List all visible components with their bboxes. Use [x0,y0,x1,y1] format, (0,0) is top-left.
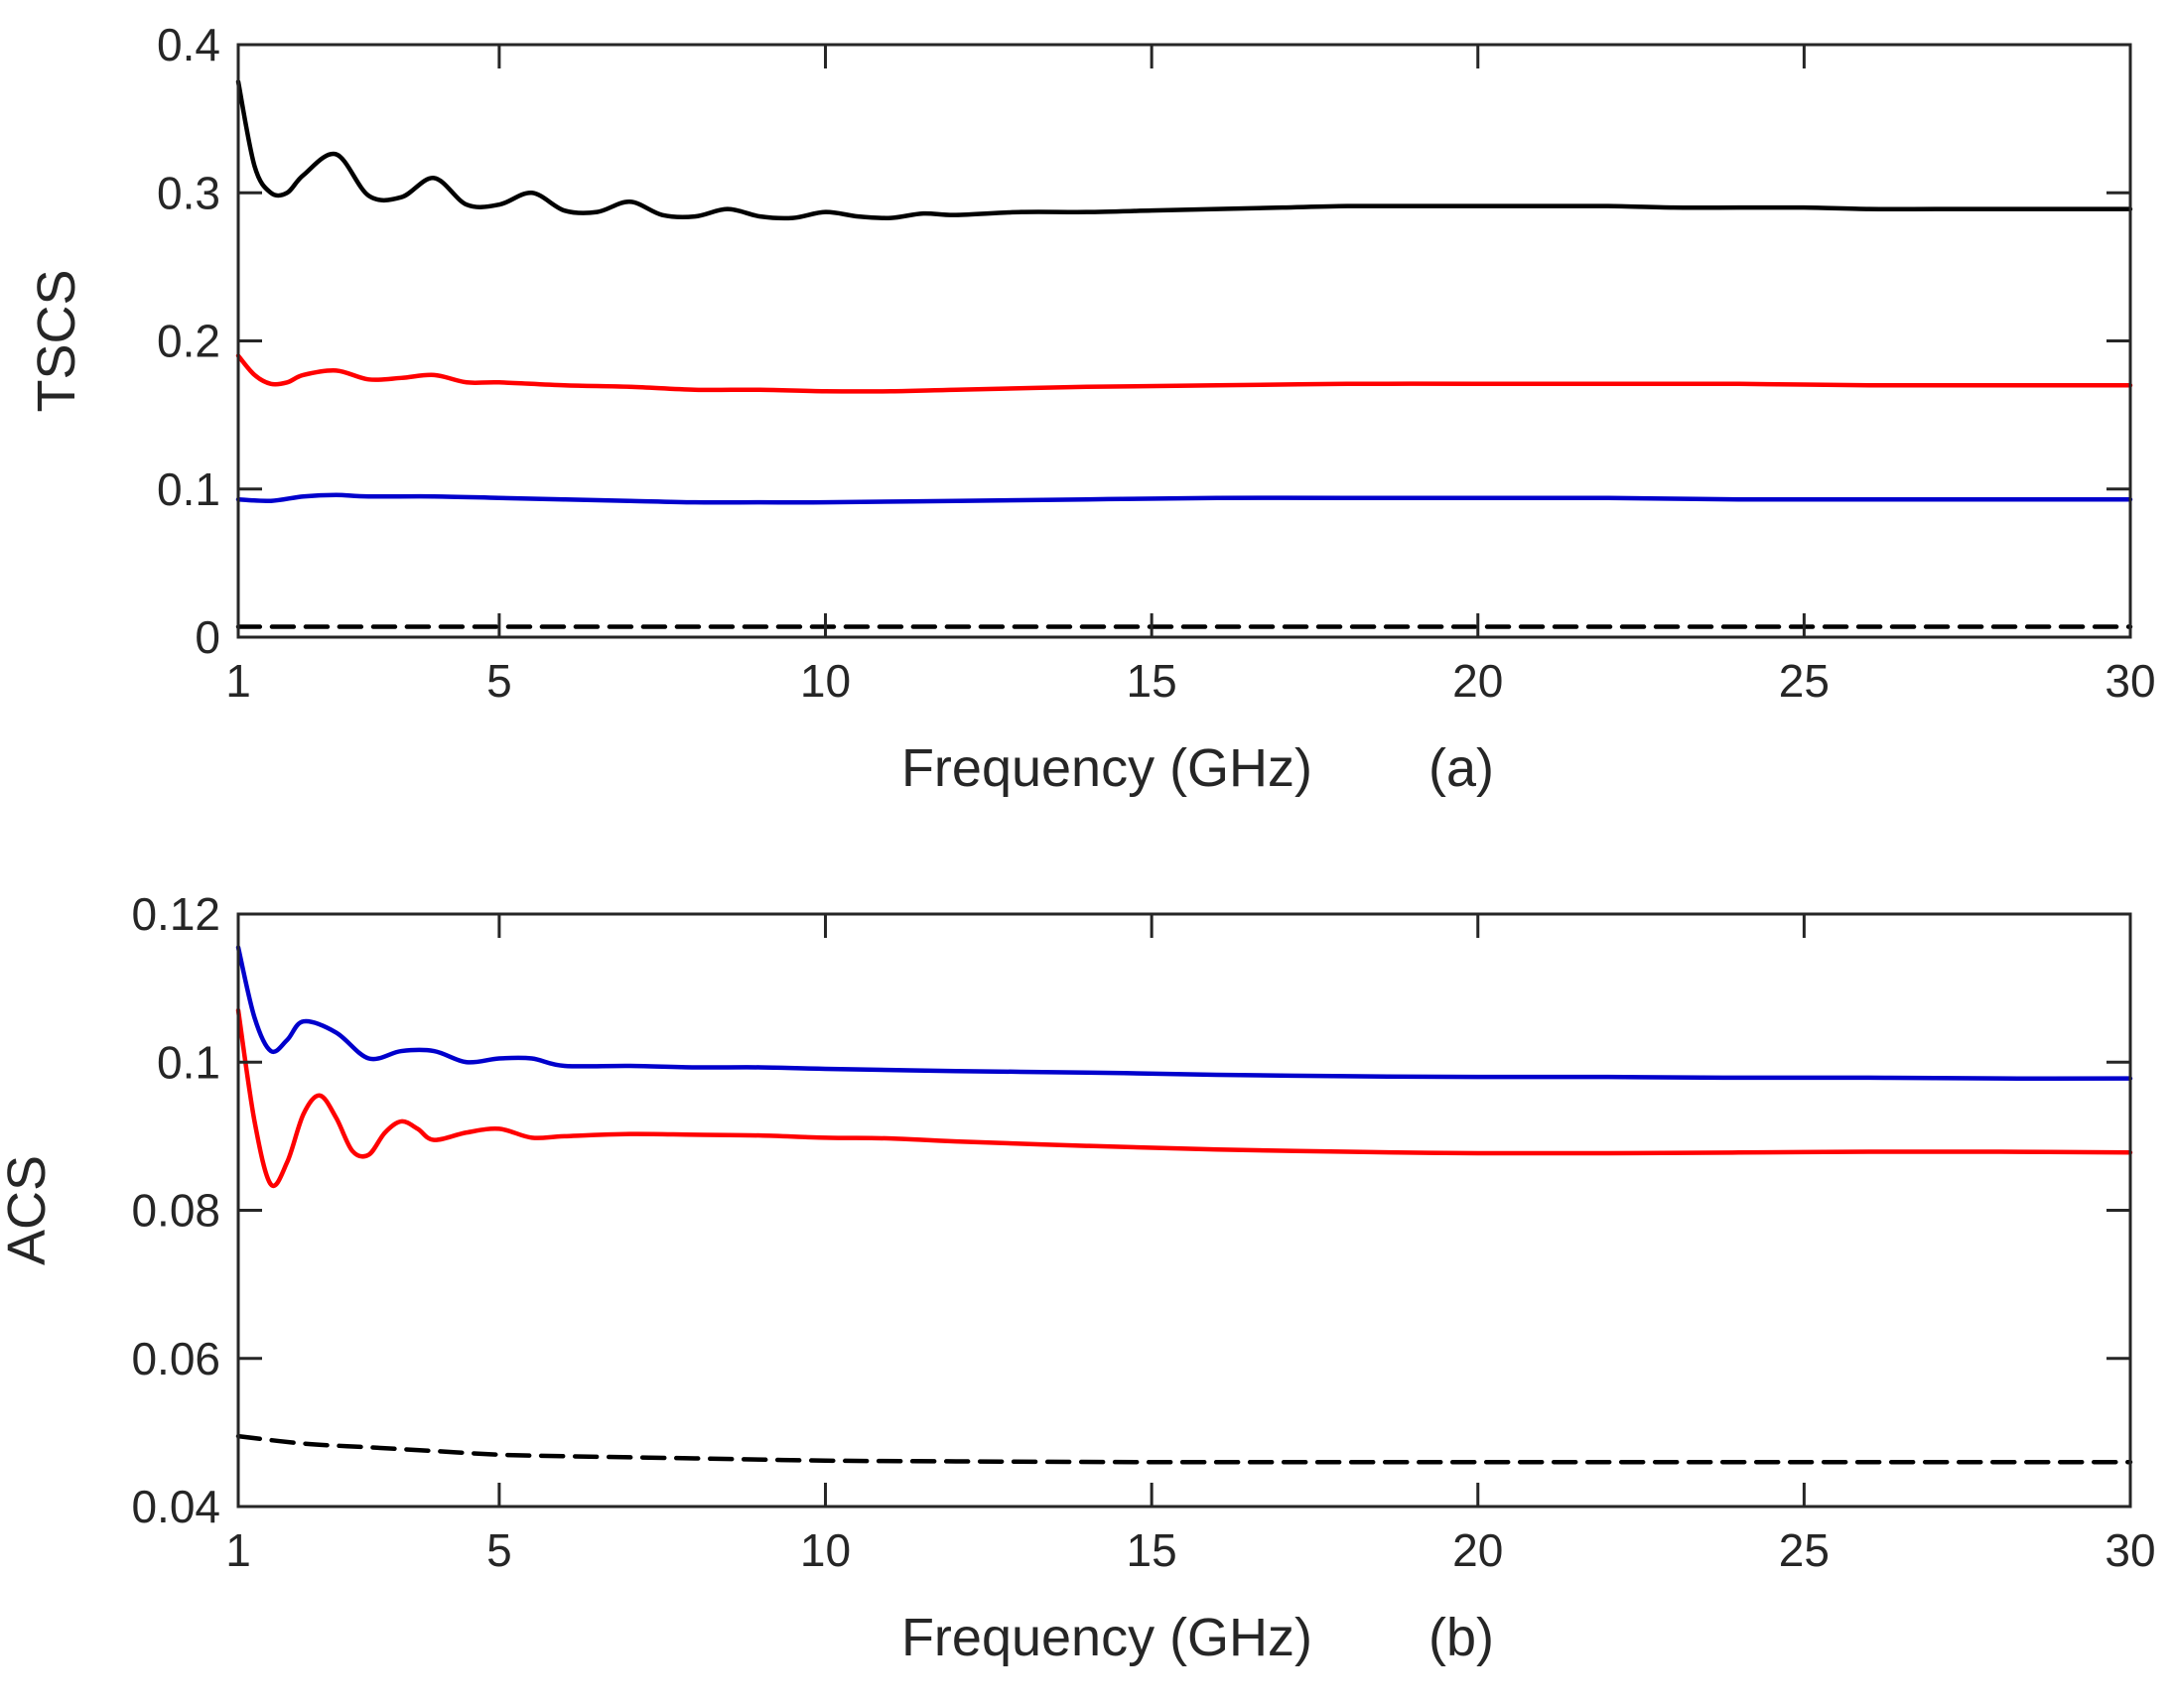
panel-b-tag: (b) [1428,1608,1494,1667]
panel-a: 1 5 10 15 20 25 30 0 0.1 0.2 0.3 0.4 Fre… [27,19,2156,798]
x-tick-label: 5 [486,1524,512,1576]
panel-a-series [235,79,2133,629]
x-tick-label: 20 [1452,655,1503,707]
x-tick-label: 30 [2105,1524,2155,1576]
panel-a-tag: (a) [1428,738,1494,798]
y-tick-label: 0 [195,611,220,663]
y-tick-label: 0.3 [157,167,220,218]
series-line-blue [235,945,2133,1081]
panel-b-y-axis-label: ACS [0,1155,57,1265]
y-tick-label: 0.04 [131,1481,220,1532]
y-tick-label: 0.1 [157,463,220,515]
panel-b-x-axis-label: Frequency (GHz) [901,1608,1312,1667]
series-line-black-dashed [235,1433,2133,1465]
panel-b: 1 5 10 15 20 25 30 0.04 0.06 0.08 0.1 0.… [0,888,2156,1667]
x-tick-label: 10 [800,655,851,707]
panel-a-x-axis-label: Frequency (GHz) [901,738,1312,798]
x-tick-label: 1 [225,655,251,707]
panel-b-series [235,945,2133,1465]
y-tick-label: 0.1 [157,1036,220,1088]
y-tick-label: 0.12 [131,888,220,940]
series-line-blue [235,492,2133,505]
panel-b-x-tick-labels: 1 5 10 15 20 25 30 [225,1524,2155,1576]
panel-a-x-tick-labels: 1 5 10 15 20 25 30 [225,655,2155,707]
y-tick-label: 0.2 [157,316,220,367]
x-tick-label: 1 [225,1524,251,1576]
x-tick-label: 25 [1779,655,1830,707]
x-tick-label: 10 [800,1524,851,1576]
x-tick-label: 15 [1127,1524,1177,1576]
y-tick-label: 0.08 [131,1185,220,1237]
panel-a-y-axis-label: TSCS [27,269,86,412]
x-tick-label: 25 [1779,1524,1830,1576]
panel-b-y-tick-labels: 0.04 0.06 0.08 0.1 0.12 [131,888,220,1532]
series-line-red [235,1007,2133,1189]
panel-a-y-tick-labels: 0 0.1 0.2 0.3 0.4 [157,19,220,663]
series-line-black [235,79,2133,221]
x-tick-label: 20 [1452,1524,1503,1576]
x-tick-label: 5 [486,655,512,707]
y-tick-label: 0.06 [131,1333,220,1384]
y-tick-label: 0.4 [157,19,220,70]
x-tick-label: 15 [1127,655,1177,707]
x-tick-label: 30 [2105,655,2155,707]
series-line-red [235,353,2133,394]
panel-b-ticks [236,912,2132,1509]
panel-a-ticks [236,43,2132,639]
